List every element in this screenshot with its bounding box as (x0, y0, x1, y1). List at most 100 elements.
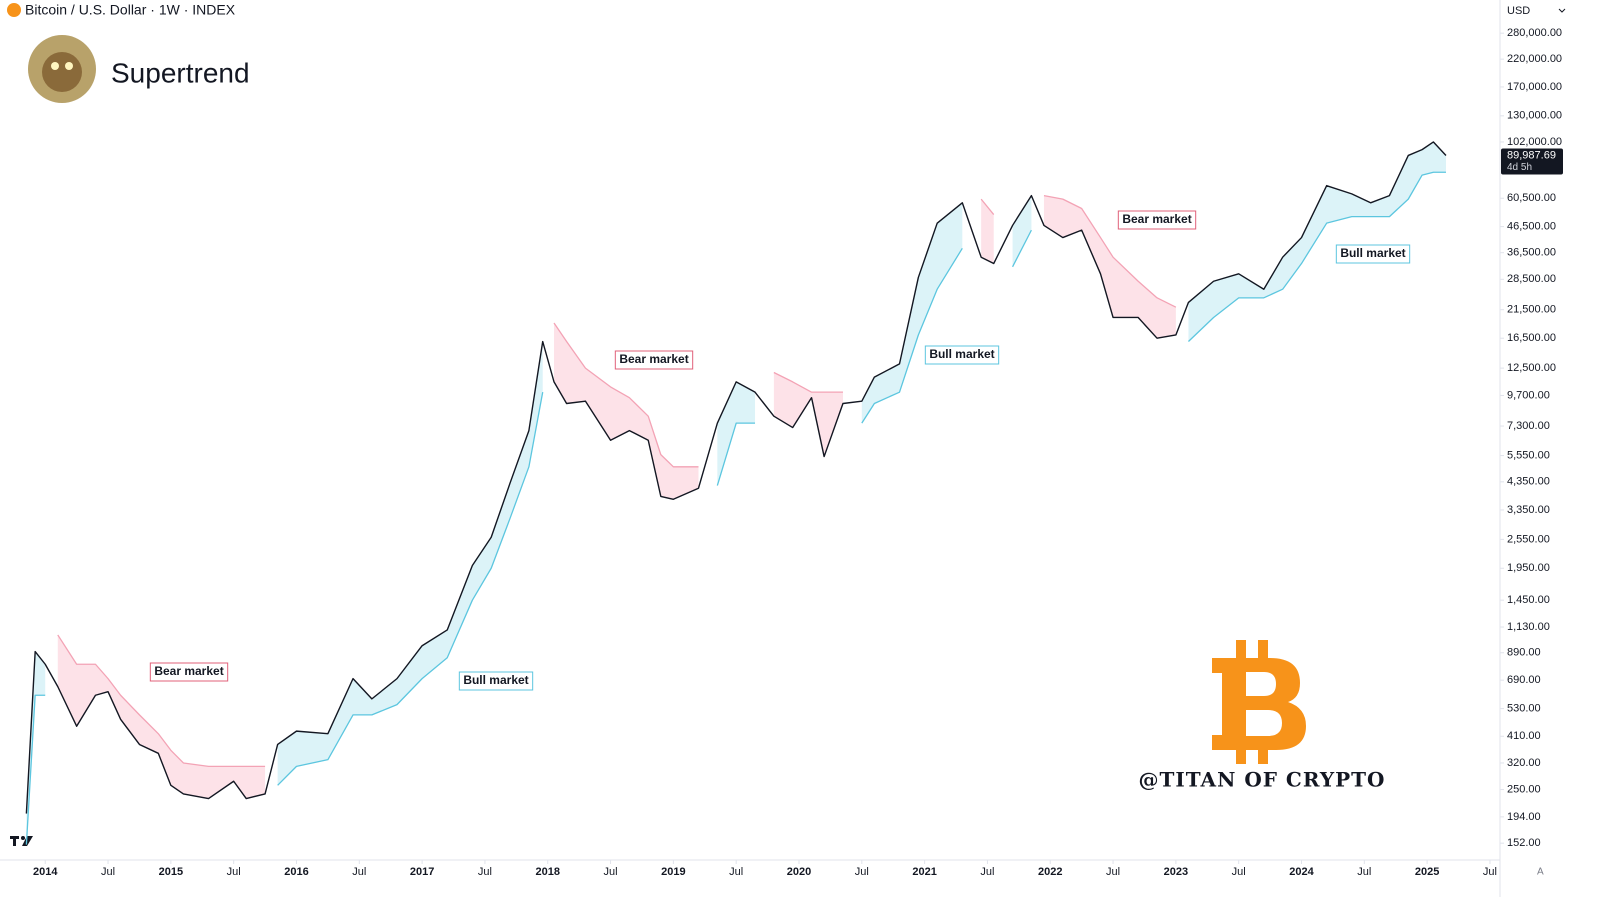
watermark: @TITAN OF CRYPTO (1139, 768, 1386, 792)
annotation: Bull market (1335, 244, 1411, 264)
annotation-label: Bull market (463, 673, 528, 687)
annotation-box (614, 350, 694, 370)
y-tick-label: 16,500.00 (1507, 332, 1556, 344)
annotation-box (1335, 244, 1411, 264)
annotation-label: Bear market (619, 352, 688, 366)
auto-scale-button[interactable]: A (1537, 867, 1544, 878)
dropdown-arrow[interactable] (1558, 8, 1566, 13)
bitcoin-logo (1212, 640, 1306, 764)
price-tag-label: 89,987.69 (1507, 149, 1556, 161)
annotation-box (149, 662, 229, 682)
tv-logo (10, 836, 33, 846)
symbol-title: Bitcoin / U.S. Dollar · 1W · INDEX (25, 2, 236, 18)
y-tick-label: 7,300.00 (1507, 420, 1550, 432)
tv-logo-part (21, 836, 25, 840)
x-tick-label: Jul (478, 866, 492, 878)
trend-fill (1012, 195, 1032, 267)
x-tick-label: Jul (227, 866, 241, 878)
y-tick-label: 28,500.00 (1507, 273, 1556, 285)
y-tick-label: 102,000.00 (1507, 136, 1562, 148)
annotation-label: Bull market (1340, 246, 1405, 260)
price-tag (1501, 148, 1563, 175)
y-tick-label: 890.00 (1507, 647, 1541, 659)
x-tick-label: Jul (352, 866, 366, 878)
x-tick-label: 2015 (159, 866, 183, 878)
x-tick-label: Jul (604, 866, 618, 878)
supertrend-line (57, 194, 1177, 768)
trend-fill (773, 372, 843, 457)
currency-selector[interactable]: USD (1507, 5, 1530, 17)
annotation-label: Bear market (154, 664, 223, 678)
y-tick-label: 36,500.00 (1507, 247, 1556, 259)
y-tick-label: 5,550.00 (1507, 449, 1550, 461)
x-tick-label: 2020 (787, 866, 811, 878)
x-tick-label: 2018 (535, 866, 559, 878)
y-tick-label: 194.00 (1507, 811, 1541, 823)
x-tick-label: Jul (101, 866, 115, 878)
logo-bar (1236, 640, 1246, 662)
x-tick-label: Jul (1357, 866, 1371, 878)
x-tick-label: Jul (1106, 866, 1120, 878)
y-tick-label: 1,950.00 (1507, 562, 1550, 574)
x-tick-label: 2021 (912, 866, 936, 878)
annotation: Bear market (149, 662, 229, 682)
annotation-label: Bull market (929, 347, 994, 361)
tv-logo-part (22, 836, 33, 846)
avatar-eye (65, 62, 73, 70)
annotation: Bear market (614, 350, 694, 370)
x-tick-label: 2019 (661, 866, 685, 878)
annotation: Bull market (458, 671, 534, 691)
y-tick-label: 410.00 (1507, 730, 1541, 742)
supertrend-line (25, 171, 1446, 845)
price-line (25, 141, 1447, 814)
y-tick-label: 280,000.00 (1507, 27, 1562, 39)
y-tick-label: 250.00 (1507, 783, 1541, 795)
y-tick-label: 530.00 (1507, 703, 1541, 715)
avatar-face (42, 52, 82, 92)
y-tick-label: 152.00 (1507, 837, 1541, 849)
annotation: Bull market (924, 345, 1000, 365)
trend-fill (861, 202, 963, 424)
y-tick-label: 12,500.00 (1507, 362, 1556, 374)
y-tick-label: 9,700.00 (1507, 389, 1550, 401)
y-tick-label: 1,130.00 (1507, 621, 1550, 633)
x-tick-label: Jul (980, 866, 994, 878)
x-tick-label: 2022 (1038, 866, 1062, 878)
trend-fill (1188, 141, 1446, 342)
y-tick-label: 690.00 (1507, 674, 1541, 686)
x-tick-label: 2023 (1164, 866, 1188, 878)
x-tick-label: Jul (729, 866, 743, 878)
y-tick-label: 130,000.00 (1507, 110, 1562, 122)
x-tick-label: Jul (855, 866, 869, 878)
x-tick-label: 2016 (284, 866, 308, 878)
x-tick-label: Jul (1232, 866, 1246, 878)
annotation-label: Bear market (1122, 212, 1191, 226)
y-tick-label: 3,350.00 (1507, 504, 1550, 516)
y-tick-label: 220,000.00 (1507, 53, 1562, 65)
countdown-label: 4d 5h (1507, 162, 1532, 173)
trend-fill (981, 199, 994, 264)
x-tick-label: 2024 (1289, 866, 1314, 878)
y-tick-label: 320.00 (1507, 757, 1541, 769)
y-tick-label: 1,450.00 (1507, 594, 1550, 606)
indicator-title[interactable]: Supertrend (111, 57, 250, 88)
trend-fill (57, 634, 266, 799)
tv-logo-part (13, 836, 16, 846)
y-tick-label: 170,000.00 (1507, 81, 1562, 93)
x-tick-label: 2017 (410, 866, 434, 878)
annotation: Bear market (1117, 210, 1197, 230)
trend-fill (717, 381, 756, 486)
y-tick-label: 2,550.00 (1507, 533, 1550, 545)
annotation-box (924, 345, 1000, 365)
x-tick-label: 2014 (33, 866, 58, 878)
annotation-box (1117, 210, 1197, 230)
logo-bar (1258, 640, 1268, 662)
logo-bar (1236, 738, 1246, 764)
x-tick-label: 2025 (1415, 866, 1439, 878)
avatar-eye (51, 62, 59, 70)
logo-bar (1258, 738, 1268, 764)
y-tick-label: 4,350.00 (1507, 476, 1550, 488)
